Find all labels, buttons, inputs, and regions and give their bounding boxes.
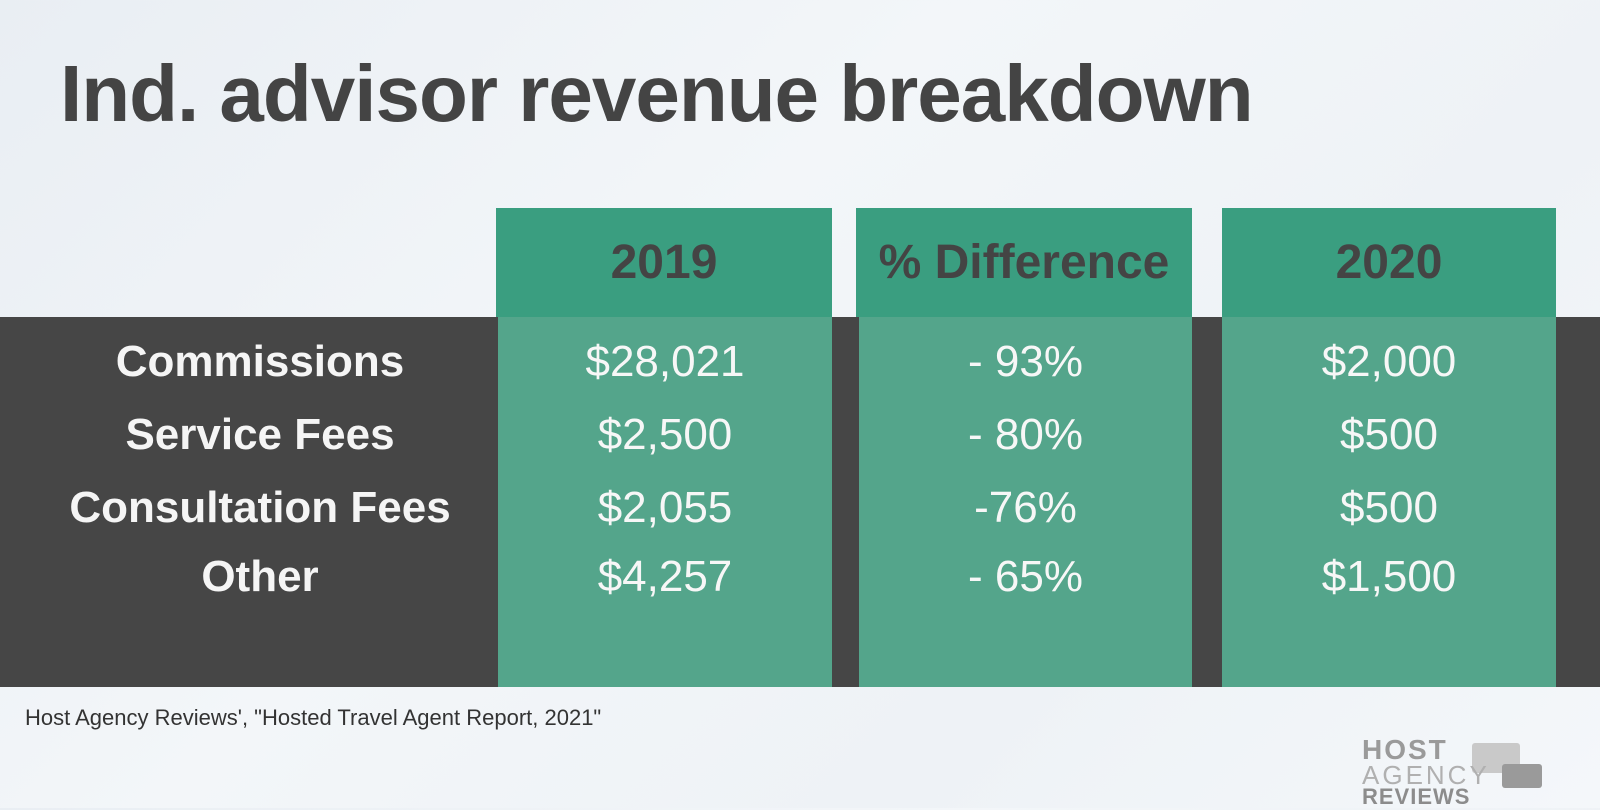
source-citation: Host Agency Reviews', "Hosted Travel Age… bbox=[25, 705, 602, 730]
table-cell: $2,500 bbox=[597, 410, 733, 459]
table-cell: $2,000 bbox=[1321, 337, 1457, 386]
row-label-consultation-fees: Consultation Fees bbox=[69, 483, 451, 532]
row-label-other: Other bbox=[201, 552, 319, 601]
logo-text-reviews: REVIEWS bbox=[1362, 784, 1471, 809]
page-title: Ind. advisor revenue breakdown bbox=[60, 49, 1254, 138]
table-cell: $28,021 bbox=[585, 337, 745, 386]
logo-text-agency: AGENCY bbox=[1362, 760, 1490, 790]
column-header-difference: % Difference bbox=[856, 208, 1192, 317]
row-label-commissions: Commissions bbox=[115, 337, 405, 386]
table-cell: - 65% bbox=[968, 552, 1083, 601]
table-cell: $1,500 bbox=[1321, 552, 1457, 601]
table-cell: -76% bbox=[974, 483, 1077, 532]
chat-bubble-icon bbox=[1502, 764, 1542, 788]
column-header-2019: 2019 bbox=[496, 208, 832, 317]
table-cell: $500 bbox=[1340, 483, 1438, 532]
column-difference: - 93% - 80% -76% - 65% bbox=[859, 317, 1192, 687]
column-header-2020: 2020 bbox=[1222, 208, 1556, 317]
table-cell: $4,257 bbox=[597, 552, 733, 601]
table-cell: - 93% bbox=[968, 337, 1083, 386]
table-cell: $500 bbox=[1340, 410, 1438, 459]
column-2019: $28,021 $2,500 $2,055 $4,257 bbox=[498, 317, 832, 687]
column-2020: $2,000 $500 $500 $1,500 bbox=[1222, 317, 1556, 687]
table-cell: - 80% bbox=[968, 410, 1083, 459]
host-agency-reviews-logo: HOST AGENCY REVIEWS bbox=[1362, 734, 1542, 809]
row-label-service-fees: Service Fees bbox=[125, 410, 395, 459]
logo-text-host: HOST bbox=[1362, 734, 1448, 765]
table-cell: $2,055 bbox=[597, 483, 733, 532]
